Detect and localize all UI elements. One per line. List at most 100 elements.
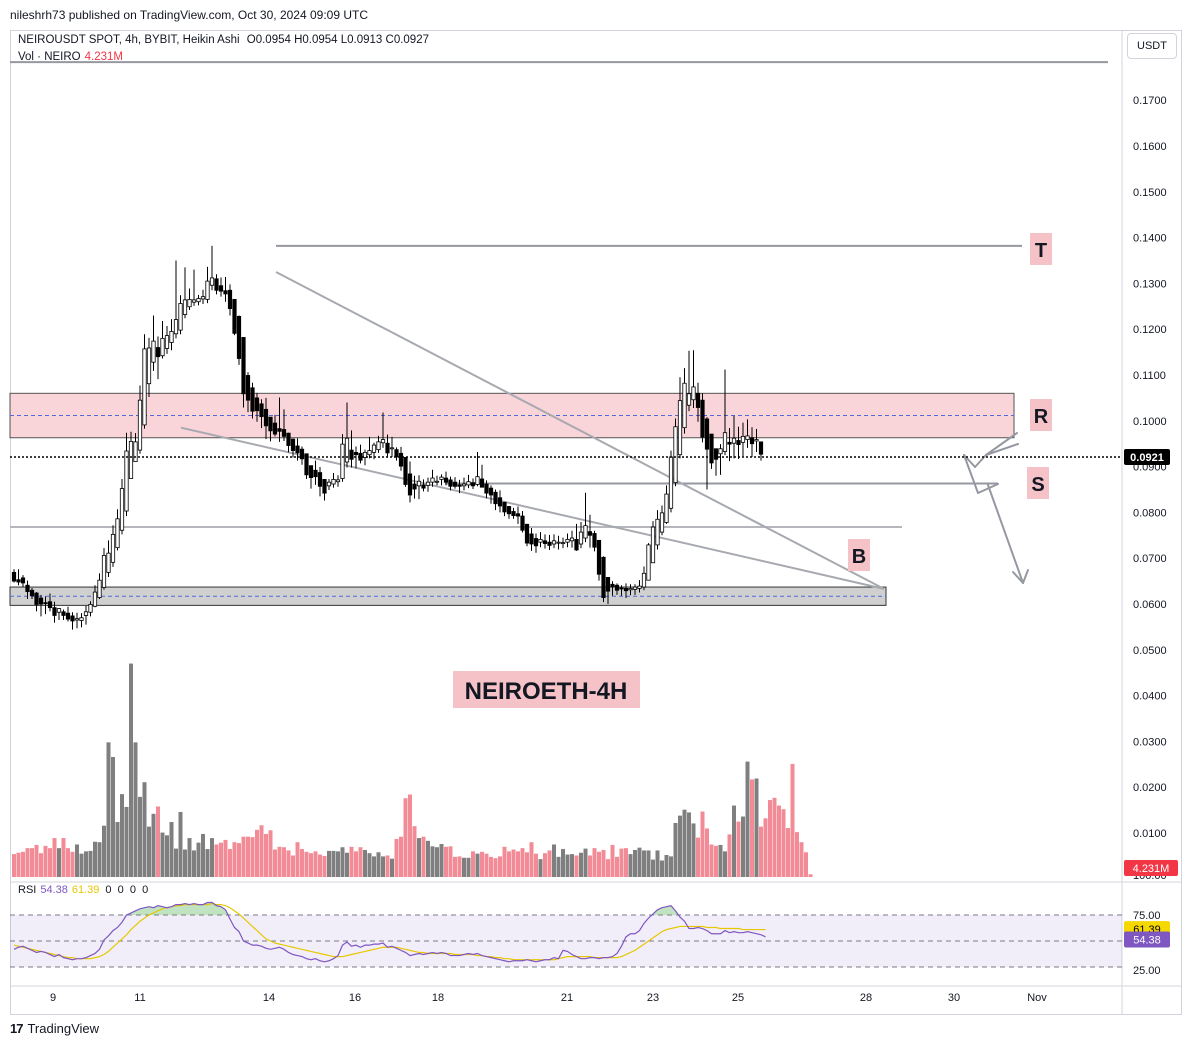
projection-arrow-segment bbox=[1012, 571, 1024, 584]
candle-body bbox=[106, 552, 111, 573]
volume-bar bbox=[745, 761, 750, 877]
price-tick-label: 0.0100 bbox=[1133, 828, 1167, 840]
volume-bar bbox=[772, 797, 777, 877]
candle-body bbox=[187, 299, 192, 308]
volume-bar bbox=[448, 846, 453, 877]
volume-bar bbox=[583, 848, 588, 877]
candle-body bbox=[29, 589, 35, 597]
candle-body bbox=[385, 442, 390, 454]
volume-bar bbox=[664, 855, 669, 877]
candle-body bbox=[70, 615, 75, 622]
candle-body bbox=[218, 285, 224, 292]
volume-bar bbox=[246, 836, 250, 877]
volume-bar bbox=[781, 809, 786, 877]
candle-body bbox=[160, 337, 165, 357]
candle-body bbox=[475, 476, 480, 485]
tradingview-logo-icon[interactable]: 17 bbox=[10, 1021, 24, 1036]
volume-bar bbox=[439, 844, 444, 877]
candle-body bbox=[232, 299, 237, 334]
volume-bar bbox=[754, 778, 759, 877]
volume-bar bbox=[444, 846, 448, 877]
candle-body bbox=[641, 572, 647, 588]
volume-bar bbox=[147, 826, 151, 877]
candle-body bbox=[457, 484, 462, 487]
rsi-label[interactable]: RSI bbox=[18, 884, 37, 896]
volume-bar bbox=[624, 848, 628, 877]
candle-body bbox=[263, 408, 269, 427]
volume-bar bbox=[480, 851, 484, 877]
candle-body bbox=[227, 289, 233, 309]
volume-bar bbox=[300, 849, 304, 877]
price-tick-label: 0.0500 bbox=[1133, 645, 1167, 657]
candle-body bbox=[646, 544, 651, 581]
volume-bar bbox=[529, 842, 534, 877]
candle-body bbox=[713, 448, 719, 460]
volume-bar bbox=[232, 842, 237, 877]
volume-bar bbox=[52, 838, 57, 877]
volume-bar bbox=[174, 848, 178, 877]
volume-bar bbox=[646, 850, 651, 877]
candle-body bbox=[151, 340, 156, 363]
footer-brand[interactable]: TradingView bbox=[27, 1021, 100, 1036]
volume-bar bbox=[372, 856, 376, 877]
volume-bar bbox=[412, 826, 417, 877]
volume-bar bbox=[516, 851, 520, 877]
rsi-param-3: 0 bbox=[129, 884, 137, 896]
candle-body bbox=[502, 501, 507, 513]
currency-button[interactable]: USDT bbox=[1127, 33, 1177, 59]
volume-bar bbox=[376, 852, 381, 877]
volume-bar bbox=[673, 822, 678, 877]
price-tick-label: 0.0200 bbox=[1133, 782, 1167, 794]
projection-arrow-segment bbox=[985, 432, 1018, 456]
candle-body bbox=[443, 477, 449, 483]
volume-bar bbox=[691, 823, 696, 877]
time-tick-label: 25 bbox=[732, 992, 744, 1004]
candle-body bbox=[277, 428, 282, 432]
volume-bar bbox=[345, 852, 349, 877]
volume-bar bbox=[466, 857, 471, 877]
candle-body bbox=[682, 382, 687, 429]
candle-body bbox=[335, 479, 341, 483]
volume-bar bbox=[732, 805, 736, 877]
chart-frame bbox=[10, 30, 1182, 1015]
candle-body bbox=[290, 438, 296, 451]
volume-bar bbox=[151, 813, 156, 877]
rsi-tick-label: 25.00 bbox=[1133, 965, 1161, 977]
volume-bar bbox=[192, 850, 196, 877]
rsi-line bbox=[13, 901, 766, 963]
candle-body bbox=[88, 604, 93, 613]
volume-bar bbox=[718, 844, 723, 877]
last-price-badge bbox=[1124, 448, 1170, 465]
projection-arrow-segment bbox=[977, 483, 999, 494]
volume-bar bbox=[282, 847, 286, 877]
candle-body bbox=[493, 491, 498, 505]
volume-bar bbox=[336, 851, 340, 877]
candle-body bbox=[754, 439, 759, 442]
candle-body bbox=[632, 586, 638, 590]
volume-bar bbox=[79, 853, 84, 877]
volume-bar bbox=[561, 849, 565, 877]
price-tick-label: 0.1700 bbox=[1133, 95, 1167, 107]
candle-body bbox=[173, 319, 179, 335]
candle-body bbox=[421, 484, 426, 489]
volume-bar bbox=[642, 850, 646, 877]
volume-bar bbox=[84, 851, 88, 877]
candle-body bbox=[488, 487, 494, 496]
volume-label[interactable]: Vol · NEIRO bbox=[18, 51, 81, 63]
candle-body bbox=[736, 440, 741, 446]
candle-body bbox=[691, 386, 696, 401]
candle-body bbox=[164, 335, 170, 349]
volume-bar bbox=[457, 856, 462, 877]
candle-body bbox=[223, 290, 228, 295]
volume-bar bbox=[237, 843, 241, 877]
volume-bar bbox=[133, 742, 138, 877]
candle-body bbox=[317, 472, 323, 487]
candle-body bbox=[61, 611, 66, 616]
volume-bar bbox=[57, 848, 61, 877]
candle-body bbox=[695, 392, 701, 408]
candle-body bbox=[758, 441, 764, 455]
volume-badge bbox=[1124, 860, 1178, 876]
symbol-line[interactable]: NEIROUSDT SPOT, 4h, BYBIT, Heikin Ashi bbox=[18, 34, 240, 46]
candle-body bbox=[511, 511, 516, 517]
